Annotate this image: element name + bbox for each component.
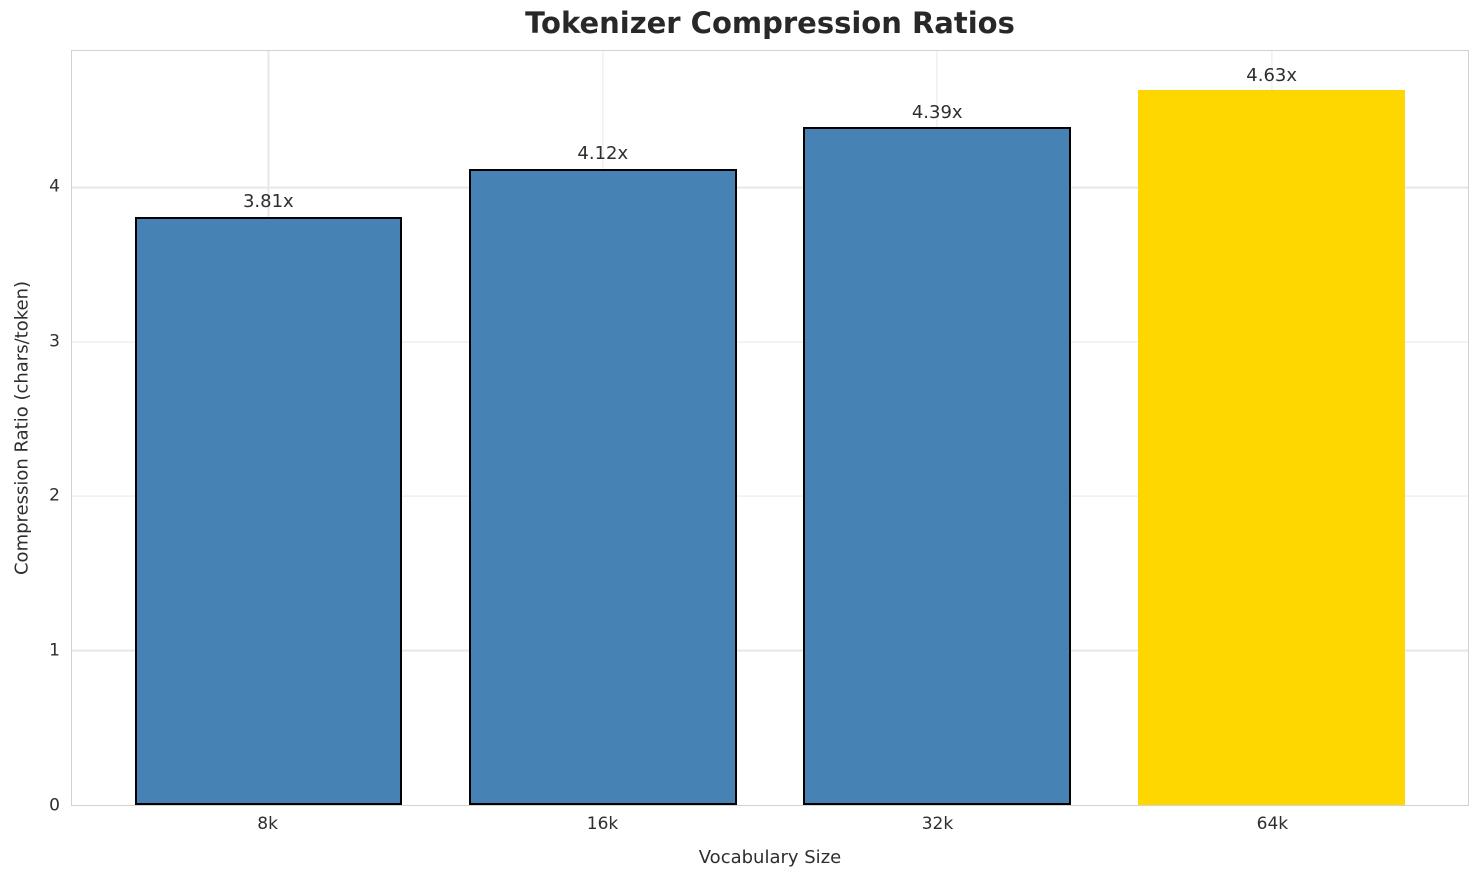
y-tick-label: 1 bbox=[49, 640, 60, 661]
y-tick-label: 3 bbox=[49, 331, 60, 352]
x-tick-label: 32k bbox=[921, 814, 954, 834]
bar-value-label: 4.12x bbox=[577, 143, 629, 165]
bars-layer: 3.81x 4.12x 4.39x 4.63x bbox=[72, 51, 1468, 805]
bar-8k bbox=[134, 216, 403, 805]
x-tick-label: 8k bbox=[257, 814, 278, 834]
h-gridline bbox=[72, 187, 1468, 189]
h-gridline bbox=[72, 495, 1468, 497]
x-tick-label: 16k bbox=[586, 814, 619, 834]
x-tick-labels: 8k 16k 32k 64k bbox=[71, 814, 1469, 844]
plot-area: 3.81x 4.12x 4.39x 4.63x bbox=[71, 50, 1469, 806]
bar-64k bbox=[1137, 90, 1406, 805]
h-gridline bbox=[72, 341, 1468, 343]
bar-value-label: 3.81x bbox=[242, 191, 294, 213]
x-axis-label: Vocabulary Size bbox=[698, 847, 842, 868]
y-tick-label: 2 bbox=[49, 485, 60, 506]
y-tick-label: 4 bbox=[49, 176, 60, 197]
y-tick-label: 0 bbox=[49, 795, 60, 816]
y-tick-labels: 0 1 2 3 4 bbox=[0, 50, 60, 814]
bar-16k bbox=[468, 169, 737, 805]
x-tick-label: 64k bbox=[1256, 814, 1289, 834]
h-gridline bbox=[72, 650, 1468, 652]
bar-value-label: 4.63x bbox=[1246, 64, 1298, 86]
bar-value-label: 4.39x bbox=[911, 101, 963, 123]
bar-32k bbox=[803, 127, 1071, 805]
chart-title: Tokenizer Compression Ratios bbox=[525, 6, 1015, 40]
